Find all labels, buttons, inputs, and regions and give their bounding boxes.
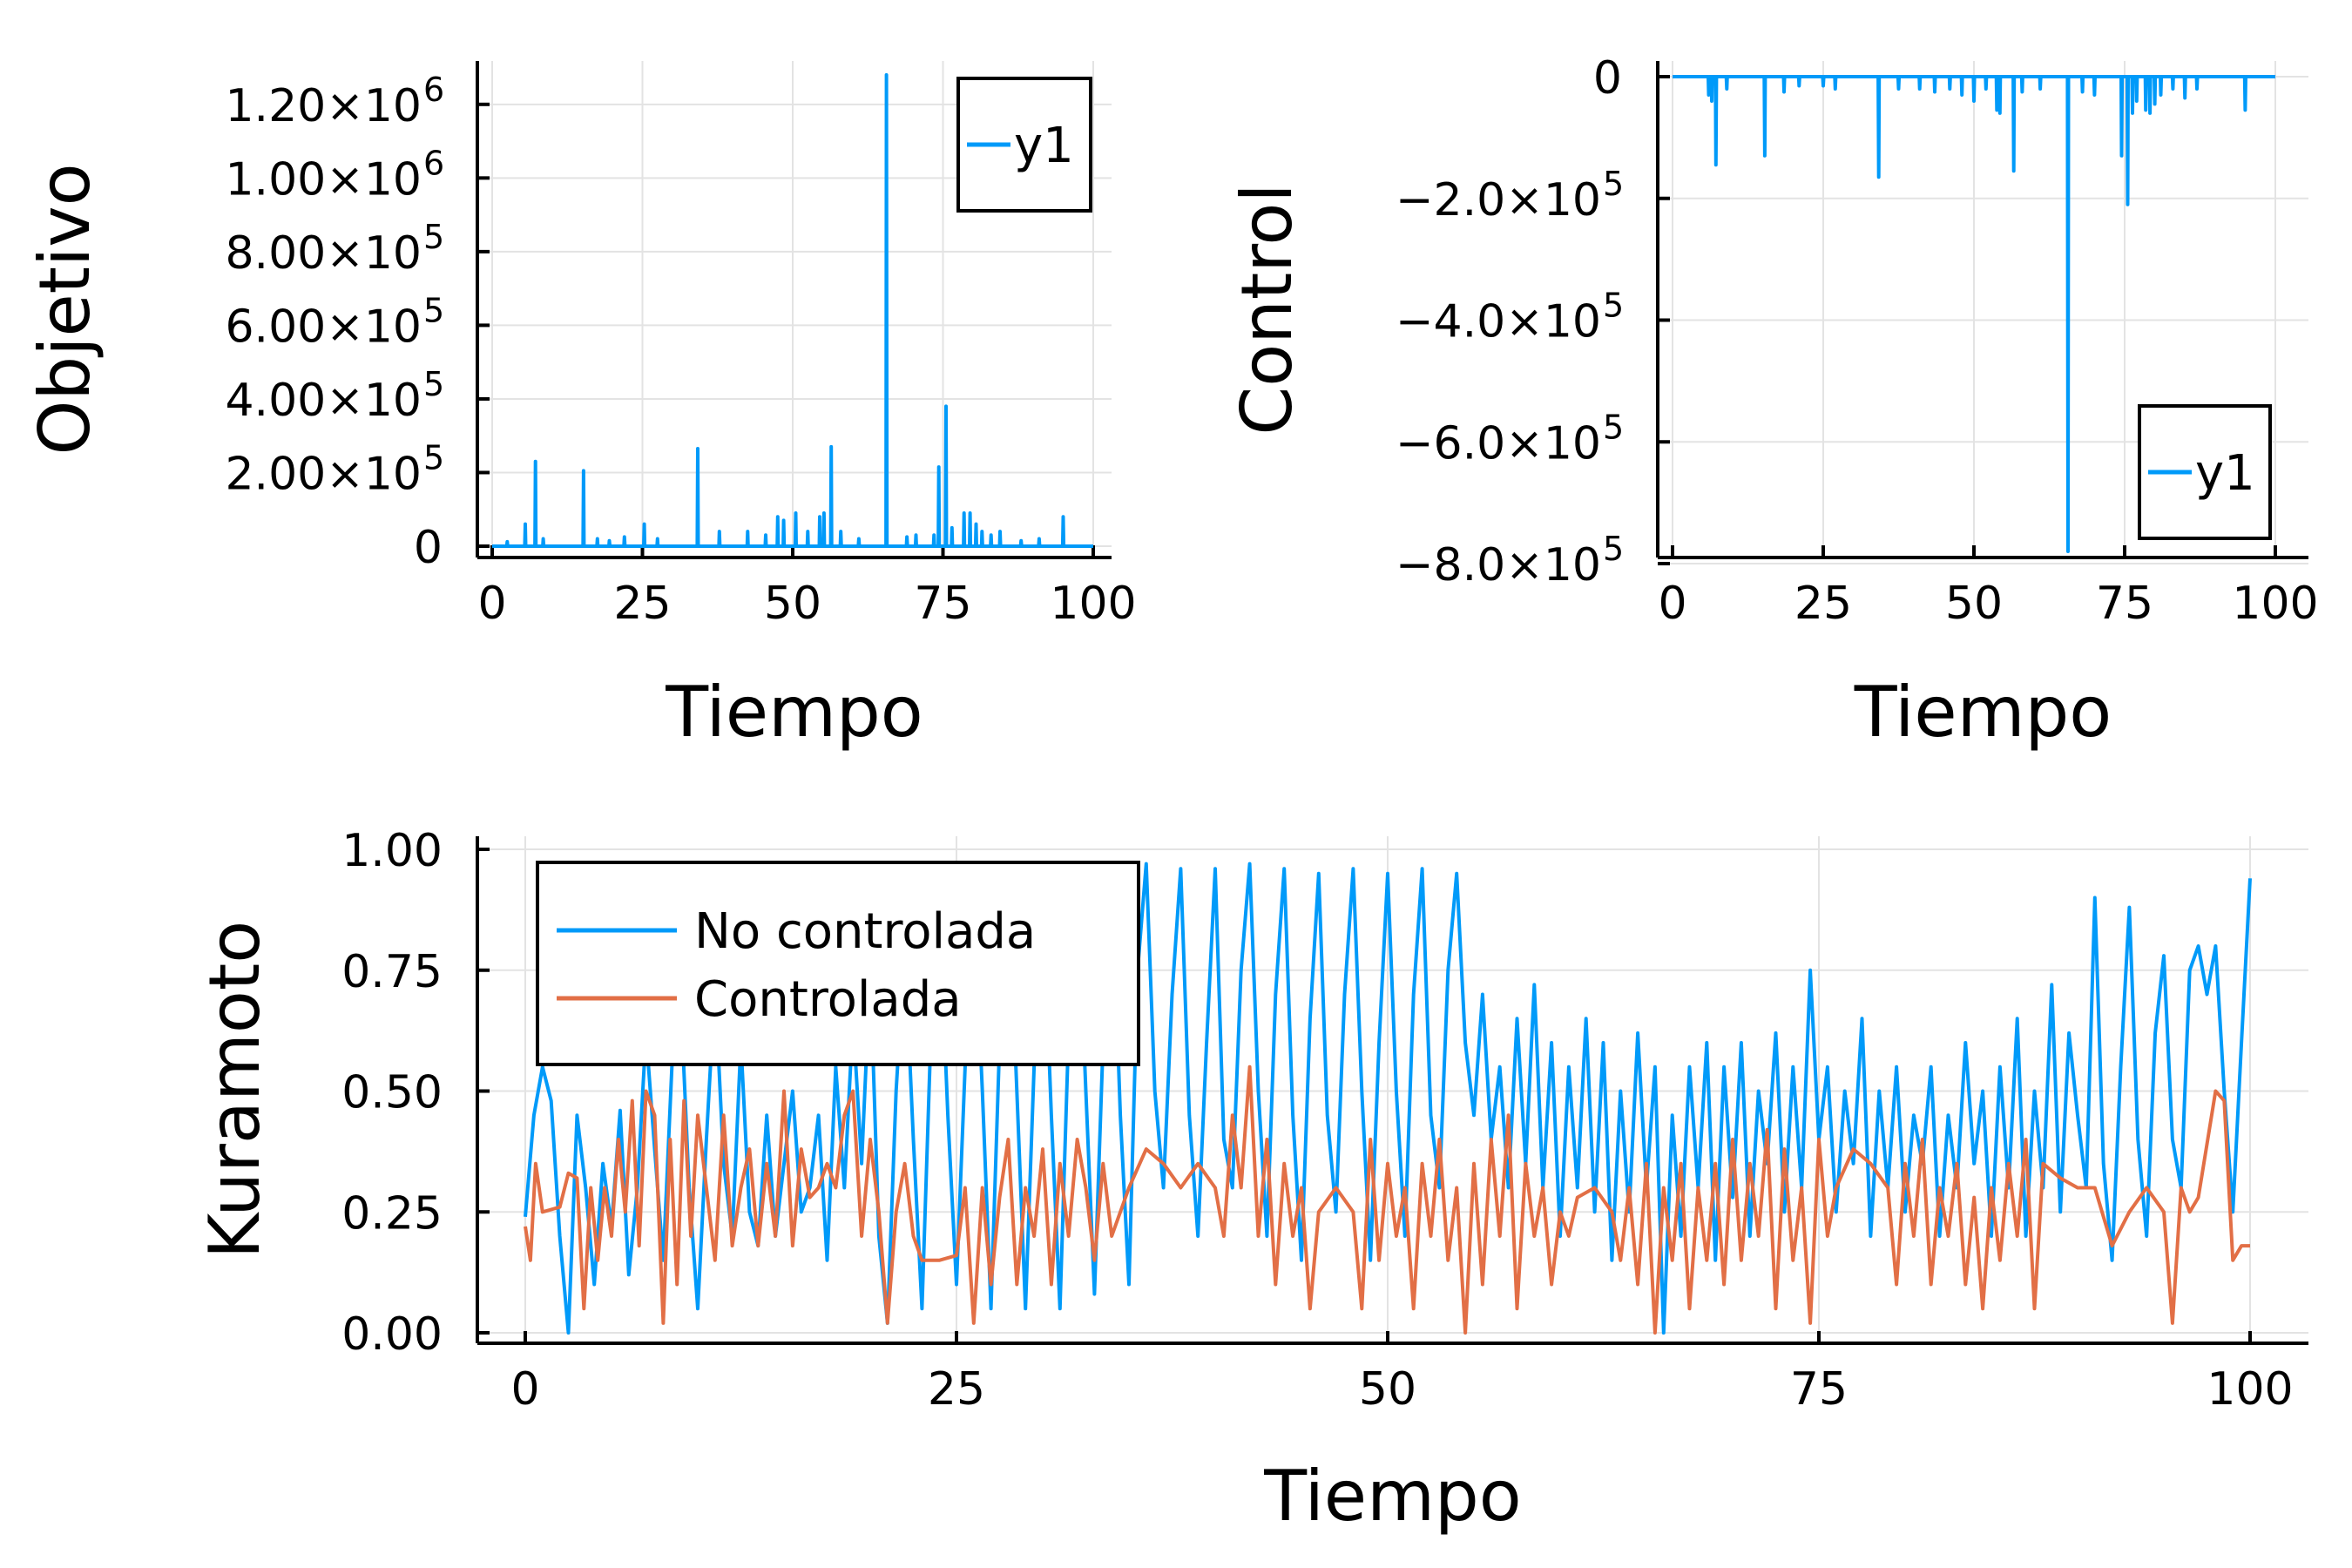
- series-line-0: [492, 73, 1093, 548]
- y-tick-label: 0.75: [341, 946, 443, 998]
- series-line-1: [524, 1064, 2250, 1335]
- y-tick-label: 1.00×10: [225, 153, 422, 206]
- y-tick-exponent: 5: [1603, 287, 1624, 325]
- x-tick-label: 25: [613, 578, 671, 630]
- legend-box: [536, 861, 1140, 1066]
- panel-kuramoto: 0 25 50 75 100 0.00 0.25 0.50 0.75 1.00 Tiempo Kura…: [194, 825, 2308, 1537]
- y-tick-exponent: 5: [1603, 530, 1624, 568]
- y-tick-label: 0.50: [341, 1067, 443, 1119]
- y-tick-exponent: 6: [423, 71, 444, 109]
- y-tick-label: 1.00: [341, 825, 443, 877]
- series-line-0: [524, 862, 2252, 1335]
- x-tick-label: 100: [1050, 578, 1136, 630]
- y-tick-label: 0.25: [341, 1187, 443, 1240]
- x-tick-label: 75: [1790, 1363, 1848, 1416]
- y-tick-label: 8.00×10: [225, 227, 422, 280]
- y-tick-label: −8.0×10: [1396, 539, 1601, 591]
- x-axis-label: Tiempo: [665, 672, 923, 753]
- y-tick-exponent: 5: [423, 291, 444, 329]
- y-axis-label: Kuramoto: [194, 921, 275, 1259]
- x-tick-label: 100: [2207, 1363, 2293, 1416]
- legend-label-0: No controlada: [694, 903, 1036, 960]
- y-tick-label: 6.00×10: [225, 301, 422, 353]
- y-tick-exponent: 5: [1603, 165, 1624, 203]
- x-tick-label: 75: [914, 578, 971, 630]
- x-axis-label: Tiempo: [1854, 672, 2112, 753]
- x-tick-label: 25: [1794, 578, 1852, 630]
- y-tick-label: 1.20×10: [225, 80, 422, 132]
- y-tick-label: −4.0×10: [1396, 296, 1601, 348]
- x-tick-label: 50: [1945, 578, 2003, 630]
- legend: y1: [956, 77, 1092, 213]
- legend: No controlada Controlada: [536, 861, 1140, 1066]
- y-tick-exponent: 5: [1603, 408, 1624, 446]
- x-tick-label: 50: [764, 578, 821, 630]
- x-axis-label: Tiempo: [1263, 1456, 1522, 1537]
- y-tick-label: 0.00: [341, 1308, 443, 1361]
- y-tick-label: 2.00×10: [225, 448, 422, 500]
- y-tick-exponent: 5: [423, 218, 444, 256]
- y-tick-label: −6.0×10: [1396, 417, 1601, 470]
- series-line-0: [1673, 75, 2275, 553]
- legend: y1: [2138, 404, 2272, 540]
- y-tick-label: 4.00×10: [225, 375, 422, 427]
- y-tick-label: 0: [414, 522, 443, 574]
- y-tick-exponent: 6: [423, 144, 444, 182]
- y-tick-label: 0: [1593, 52, 1622, 105]
- y-tick-exponent: 5: [423, 365, 444, 403]
- x-tick-label: 25: [928, 1363, 985, 1416]
- legend-label-0: y1: [2195, 445, 2255, 502]
- legend-label-1: Controlada: [694, 971, 962, 1028]
- x-tick-label: 75: [2096, 578, 2153, 630]
- x-tick-label: 50: [1359, 1363, 1416, 1416]
- y-axis-label: Objetivo: [24, 163, 105, 455]
- y-axis-label: Control: [1227, 183, 1308, 435]
- x-tick-label: 0: [510, 1363, 539, 1416]
- legend-label-0: y1: [1014, 118, 1074, 174]
- x-tick-label: 0: [1658, 578, 1686, 630]
- x-tick-label: 100: [2232, 578, 2318, 630]
- y-tick-label: −2.0×10: [1396, 174, 1601, 226]
- x-tick-label: 0: [477, 578, 506, 630]
- y-tick-exponent: 5: [423, 438, 444, 476]
